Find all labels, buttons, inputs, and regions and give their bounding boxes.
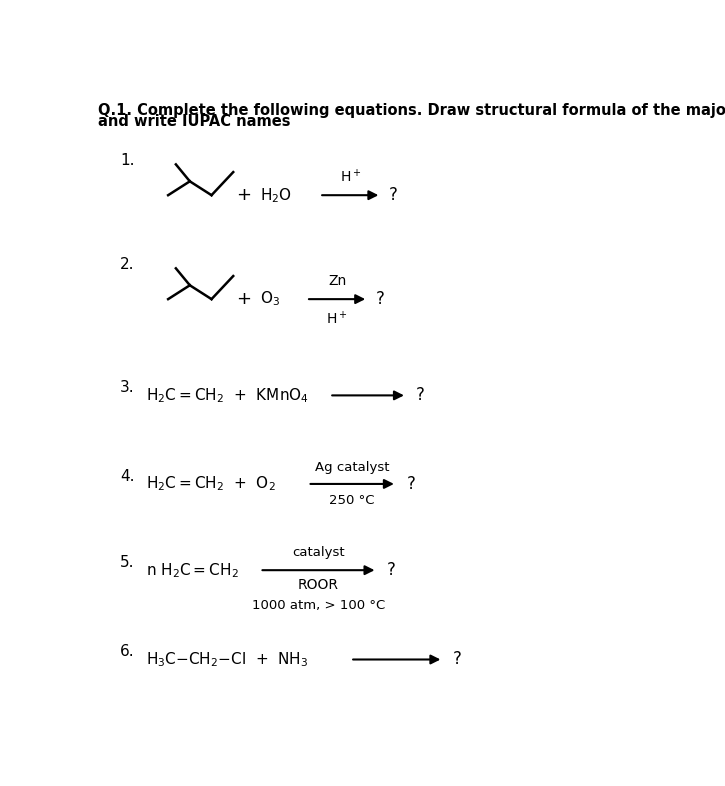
Text: ?: ?: [389, 186, 398, 204]
Text: 6.: 6.: [120, 644, 135, 659]
Text: Ag catalyst: Ag catalyst: [315, 461, 389, 474]
Text: 1000 atm, > 100 °C: 1000 atm, > 100 °C: [252, 600, 385, 612]
Text: +: +: [236, 186, 252, 204]
Text: 5.: 5.: [120, 555, 135, 570]
Text: ?: ?: [386, 561, 396, 579]
Text: ?: ?: [416, 387, 425, 404]
Text: 4.: 4.: [120, 468, 135, 483]
Text: H$_2$C$=$CH$_2$  +  O$_2$: H$_2$C$=$CH$_2$ + O$_2$: [146, 475, 276, 494]
Text: 1.: 1.: [120, 152, 135, 168]
Text: 250 °C: 250 °C: [329, 494, 375, 507]
Text: H$_2$C$=$CH$_2$  +  KMnO$_4$: H$_2$C$=$CH$_2$ + KMnO$_4$: [146, 386, 310, 405]
Text: n H$_2$C$=$CH$_2$: n H$_2$C$=$CH$_2$: [146, 561, 239, 579]
Text: catalyst: catalyst: [292, 546, 345, 560]
Text: ?: ?: [376, 290, 385, 308]
Text: H$_3$C$-$CH$_2$$-$Cl  +  NH$_3$: H$_3$C$-$CH$_2$$-$Cl + NH$_3$: [146, 650, 308, 669]
Text: H$^+$: H$^+$: [326, 310, 348, 327]
Text: O$_3$: O$_3$: [260, 290, 280, 308]
Text: Zn: Zn: [328, 274, 347, 288]
Text: 2.: 2.: [120, 257, 135, 272]
Text: +: +: [236, 290, 252, 308]
Text: 3.: 3.: [120, 380, 135, 395]
Text: Q.1. Complete the following equations. Draw structural formula of the major prod: Q.1. Complete the following equations. D…: [99, 103, 725, 118]
Text: ?: ?: [452, 651, 461, 669]
Text: H$^+$: H$^+$: [339, 168, 361, 185]
Text: and write IUPAC names: and write IUPAC names: [99, 114, 291, 130]
Text: ?: ?: [407, 475, 415, 493]
Text: H$_2$O: H$_2$O: [260, 185, 291, 204]
Text: ROOR: ROOR: [298, 578, 339, 592]
